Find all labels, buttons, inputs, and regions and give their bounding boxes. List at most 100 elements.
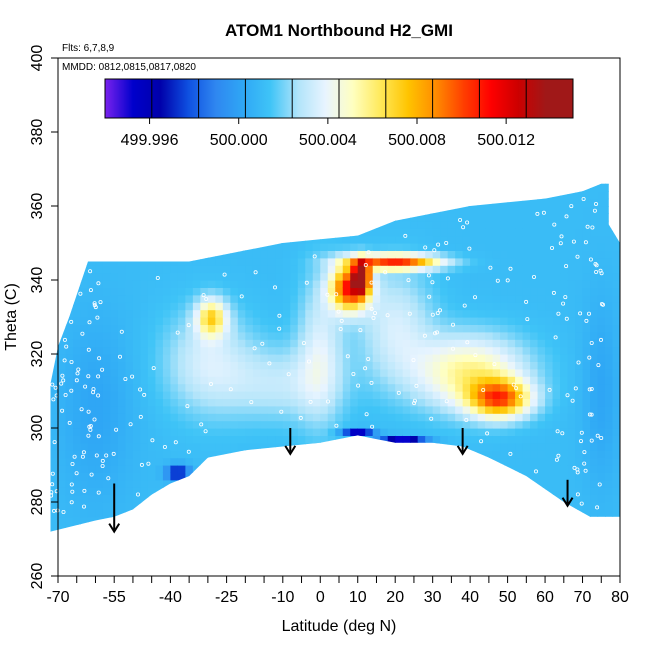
heatmap-cell — [455, 346, 464, 355]
heatmap-cell — [515, 265, 524, 274]
heatmap-cell — [72, 391, 82, 399]
heatmap-cell — [417, 243, 426, 251]
heatmap-cell — [95, 183, 104, 185]
heatmap-cell — [282, 502, 291, 510]
heatmap-cell — [522, 213, 531, 222]
sample-marker — [589, 340, 594, 345]
heatmap-cell — [230, 339, 239, 348]
heatmap-cell — [605, 331, 614, 340]
heatmap-cell — [395, 531, 404, 532]
heatmap-cell — [125, 191, 134, 200]
heatmap-cell — [402, 531, 411, 532]
heatmap-cell — [582, 420, 591, 429]
heatmap-cell — [267, 183, 276, 192]
heatmap-cell — [440, 331, 449, 340]
heatmap-cell — [432, 183, 441, 185]
sample-marker — [587, 387, 592, 392]
heatmap-cell — [245, 198, 254, 207]
heatmap-cell — [612, 524, 621, 532]
heatmap-cell — [147, 435, 157, 444]
heatmap-cell — [342, 361, 351, 370]
heatmap-cell — [372, 198, 381, 207]
heatmap-cell — [350, 405, 359, 414]
heatmap-cell — [387, 317, 396, 325]
heatmap-cell — [200, 509, 209, 518]
heatmap-cell — [395, 465, 404, 473]
heatmap-cell — [95, 265, 104, 274]
heatmap-cell — [200, 324, 209, 333]
heatmap-cell — [500, 368, 509, 377]
heatmap-cell — [200, 287, 209, 296]
heatmap-cell — [515, 494, 524, 503]
heatmap-cell — [282, 391, 291, 399]
heatmap-cell — [432, 531, 441, 532]
heatmap-cell — [612, 250, 621, 259]
heatmap-cell — [447, 368, 456, 377]
heatmap-cell — [365, 502, 374, 510]
heatmap-cell — [65, 183, 74, 192]
heatmap-cell — [50, 206, 59, 214]
heatmap-cell — [575, 383, 584, 392]
heatmap-cell — [222, 502, 231, 510]
heatmap-cell — [140, 376, 149, 385]
heatmap-cell — [132, 317, 142, 325]
heatmap-cell — [425, 331, 434, 340]
heatmap-cell — [575, 198, 584, 207]
heatmap-cell — [485, 479, 494, 488]
heatmap-cell — [125, 509, 134, 518]
heatmap-cell — [410, 361, 419, 370]
heatmap-cell — [140, 272, 149, 281]
heatmap-cell — [282, 331, 291, 340]
heatmap-cell — [125, 346, 134, 355]
x-tick-label: 30 — [424, 589, 442, 606]
heatmap-cell — [447, 502, 456, 510]
heatmap-cell — [470, 331, 479, 340]
heatmap-cell — [260, 183, 269, 192]
heatmap-cell — [537, 465, 546, 473]
heatmap-cell — [380, 502, 389, 510]
heatmap-cell — [320, 250, 329, 259]
heatmap-cell — [335, 405, 344, 414]
heatmap-cell — [522, 324, 531, 333]
sample-marker — [595, 505, 600, 510]
heatmap-cell — [185, 494, 194, 503]
heatmap-cell — [507, 479, 516, 488]
heatmap-cell — [230, 250, 239, 259]
sample-marker — [60, 373, 65, 378]
heatmap-cell — [477, 376, 486, 385]
heatmap-cell — [102, 183, 112, 185]
heatmap-cell — [567, 435, 576, 444]
heatmap-cell — [260, 457, 269, 466]
heatmap-cell — [102, 191, 112, 200]
heatmap-cell — [222, 487, 231, 496]
heatmap-cell — [365, 450, 374, 459]
heatmap-cell — [455, 198, 464, 207]
heatmap-cell — [87, 361, 97, 370]
heatmap-cell — [275, 280, 284, 288]
heatmap-cell — [320, 405, 329, 414]
heatmap-cell — [357, 183, 366, 185]
heatmap-cell — [552, 494, 561, 503]
sample-marker — [69, 359, 74, 364]
heatmap-cell — [305, 383, 314, 392]
heatmap-cell — [275, 413, 284, 422]
heatmap-cell — [552, 220, 561, 229]
heatmap-cell — [147, 383, 157, 392]
heatmap-cell — [320, 450, 329, 459]
heatmap-cell — [162, 368, 171, 377]
heatmap-cell — [185, 206, 194, 214]
heatmap-cell — [72, 257, 82, 266]
heatmap-cell — [95, 361, 104, 370]
heatmap-cell — [582, 398, 591, 407]
heatmap-cell — [515, 383, 524, 392]
heatmap-cell — [492, 346, 501, 355]
heatmap-cell — [312, 213, 321, 222]
heatmap-cell — [522, 257, 531, 266]
heatmap-cell — [560, 450, 569, 459]
heatmap-cell — [162, 435, 171, 444]
heatmap-cell — [470, 516, 479, 525]
heatmap-cell — [380, 420, 389, 429]
heatmap-cell — [125, 309, 134, 318]
heatmap-cell — [447, 479, 456, 488]
